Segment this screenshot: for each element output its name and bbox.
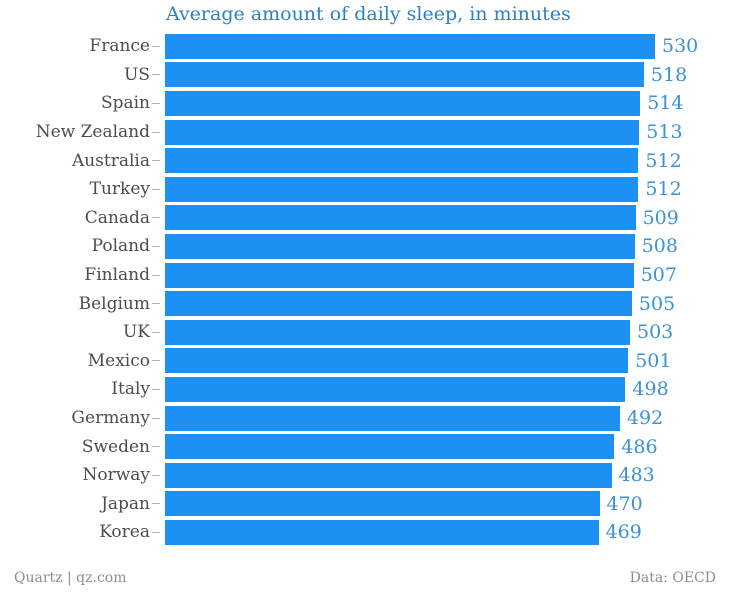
footer-credit: Quartz | qz.com (14, 570, 127, 586)
bar-row: Belgium 505 (0, 289, 730, 318)
tick-mark-icon (152, 160, 160, 162)
bar-value: 470 (606, 492, 643, 515)
tick-mark-icon (152, 274, 160, 276)
bar (165, 519, 599, 545)
bar-label: US (124, 64, 150, 85)
bar-row: UK 503 (0, 318, 730, 347)
bar (165, 434, 615, 460)
bar-value: 508 (641, 235, 678, 258)
bar-value: 498 (632, 378, 669, 401)
bar-row: US 518 (0, 61, 730, 90)
bar-value: 509 (642, 206, 679, 229)
bar-value: 486 (621, 435, 658, 458)
tick-mark-icon (152, 474, 160, 476)
bar-row: Turkey 512 (0, 175, 730, 204)
bar-label: Mexico (87, 350, 150, 371)
bar (165, 291, 632, 317)
tick-mark-icon (152, 503, 160, 505)
tick-mark-icon (152, 303, 160, 305)
bar-label: Japan (101, 493, 150, 514)
bar-row: Spain 514 (0, 89, 730, 118)
bar-row: Sweden 486 (0, 432, 730, 461)
bar (165, 90, 641, 116)
tick-mark-icon (152, 245, 160, 247)
bar (165, 491, 600, 517)
bar-row: Mexico 501 (0, 347, 730, 376)
bar-label: UK (122, 322, 150, 343)
bar-value: 501 (635, 349, 672, 372)
bar-row: Germany 492 (0, 404, 730, 433)
bar-label: Poland (91, 236, 150, 257)
bar (165, 376, 626, 402)
bar-row: Poland 508 (0, 232, 730, 261)
bar (165, 176, 639, 202)
bar-row: Finland 507 (0, 261, 730, 290)
tick-mark-icon (152, 74, 160, 76)
bar-label: Norway (82, 465, 150, 486)
bar (165, 462, 612, 488)
bar (165, 233, 635, 259)
bar-value: 483 (618, 464, 655, 487)
footer-source: Data: OECD (629, 570, 716, 586)
bar-value: 512 (645, 178, 682, 201)
bar-row: Italy 498 (0, 375, 730, 404)
tick-mark-icon (152, 360, 160, 362)
bar-row: Korea 469 (0, 518, 730, 547)
tick-mark-icon (152, 102, 160, 104)
bar (165, 119, 640, 145)
tick-mark-icon (152, 188, 160, 190)
bar-label: France (89, 36, 150, 57)
bar (165, 148, 639, 174)
tick-mark-icon (152, 388, 160, 390)
bar-label: Canada (84, 207, 150, 228)
bar-value: 513 (646, 121, 683, 144)
bar (165, 319, 630, 345)
bar-label: Korea (99, 522, 150, 543)
bar-value: 530 (662, 35, 699, 58)
chart-title: Average amount of daily sleep, in minute… (166, 3, 571, 25)
bar (165, 405, 620, 431)
bar (165, 348, 629, 374)
bar-label: Australia (71, 150, 150, 171)
bar-row: France 530 (0, 32, 730, 61)
tick-mark-icon (152, 131, 160, 133)
bar (165, 33, 655, 59)
bar-value: 492 (626, 407, 664, 430)
bar-label: Germany (71, 408, 150, 429)
bar-label: Belgium (78, 293, 150, 314)
bar-value: 514 (647, 92, 684, 115)
bar-value: 505 (638, 292, 676, 315)
bar-row: Australia 512 (0, 146, 730, 175)
tick-mark-icon (152, 331, 160, 333)
bar-row: Canada 509 (0, 204, 730, 233)
bar (165, 205, 636, 231)
bar (165, 62, 644, 88)
bar-value: 518 (650, 63, 688, 86)
bar-value: 503 (637, 321, 674, 344)
bar-label: Spain (100, 93, 150, 114)
tick-mark-icon (152, 217, 160, 219)
bar-row: Japan 470 (0, 490, 730, 519)
tick-mark-icon (152, 446, 160, 448)
bar-label: New Zealand (35, 122, 150, 143)
bar-label: Italy (111, 379, 150, 400)
bar-label: Sweden (81, 436, 150, 457)
chart-rows: France 530 US 518 Spain 514 New Zealand … (0, 32, 730, 547)
bar (165, 262, 634, 288)
bar-label: Finland (84, 265, 150, 286)
tick-mark-icon (152, 417, 160, 419)
bar-value: 469 (605, 521, 642, 544)
bar-label: Turkey (89, 179, 150, 200)
bar-value: 512 (645, 149, 682, 172)
bar-row: Norway 483 (0, 461, 730, 490)
chart-footer: Quartz | qz.com Data: OECD (14, 570, 716, 586)
tick-mark-icon (152, 45, 160, 47)
bar-row: New Zealand 513 (0, 118, 730, 147)
bar-value: 507 (640, 264, 677, 287)
tick-mark-icon (152, 531, 160, 533)
